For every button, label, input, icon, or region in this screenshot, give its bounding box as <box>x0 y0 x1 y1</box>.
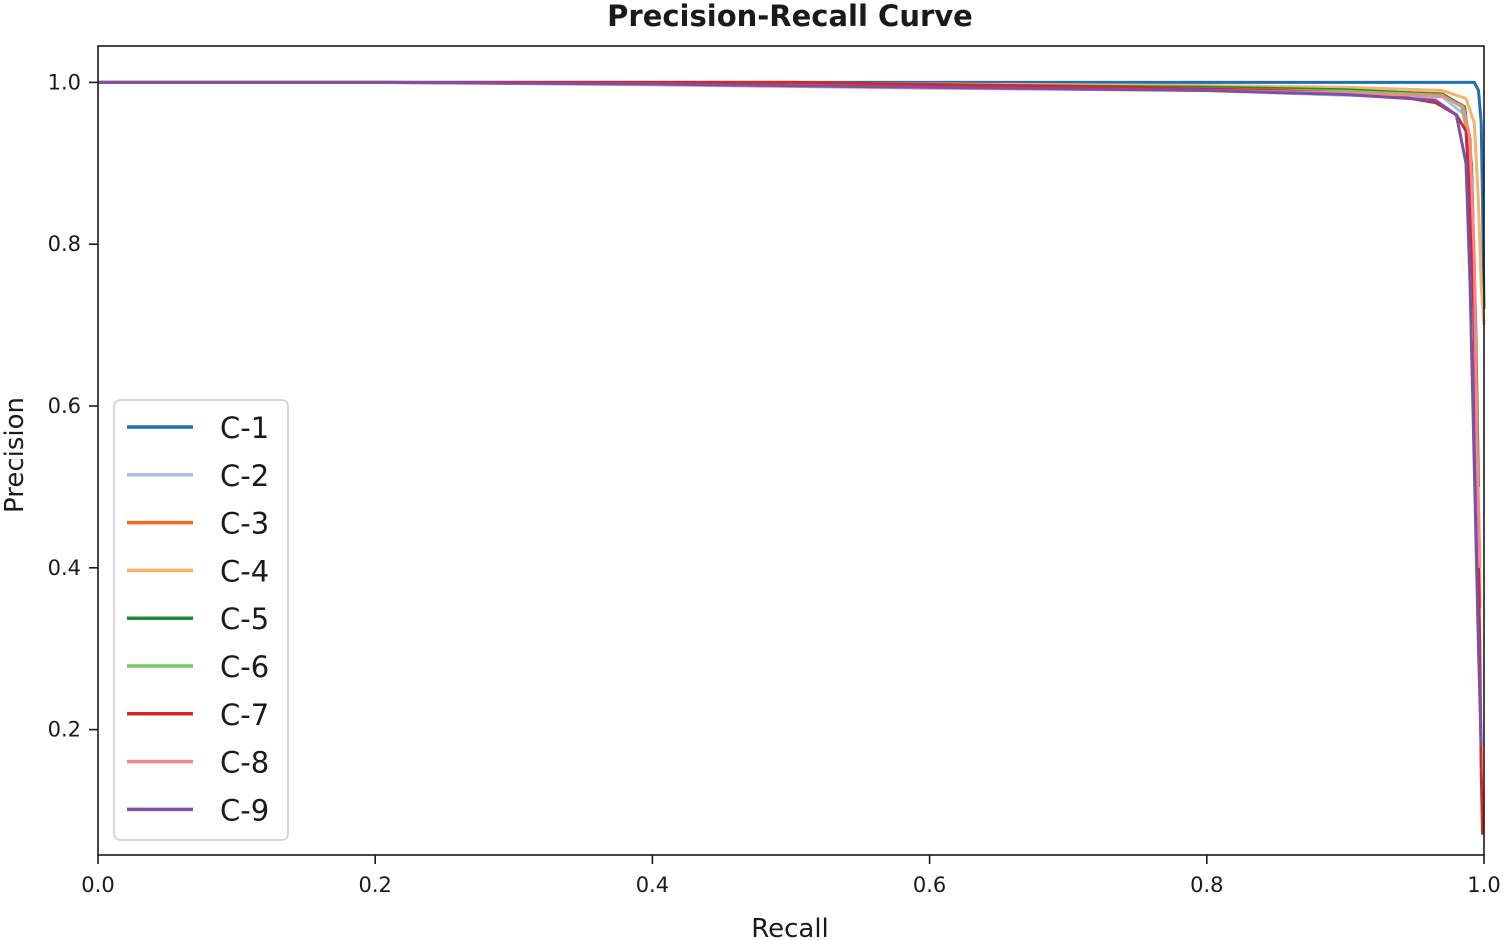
series-lines <box>98 80 1486 835</box>
x-axis-label: Recall <box>751 914 829 941</box>
x-tick-label: 0.2 <box>358 873 391 897</box>
legend-label-c-2: C-2 <box>220 459 269 493</box>
y-tick-label: 0.8 <box>48 232 81 256</box>
series-line-c-4 <box>98 80 1486 326</box>
legend-label-c-5: C-5 <box>220 602 269 636</box>
legend-label-c-1: C-1 <box>220 411 269 445</box>
x-tick-label: 0.4 <box>636 873 669 897</box>
series-line-c-1 <box>98 80 1486 309</box>
legend-label-c-9: C-9 <box>220 793 269 827</box>
legend-label-c-8: C-8 <box>220 746 269 780</box>
legend-label-c-4: C-4 <box>220 554 269 588</box>
legend-box <box>113 399 289 841</box>
chart-title: Precision-Recall Curve <box>607 0 973 33</box>
legend-label-c-3: C-3 <box>220 507 269 541</box>
series-line-c-5 <box>98 80 1480 487</box>
y-axis: 0.2 0.4 0.6 0.8 1.0 <box>48 70 98 742</box>
series-line-c-8 <box>98 80 1482 568</box>
x-tick-label: 0.6 <box>913 873 946 897</box>
legend-label-c-7: C-7 <box>220 698 269 732</box>
legend: C-1 C-2 C-3 C-4 C-5 C-6 C-7 C-8 C-9 <box>113 399 289 841</box>
x-tick-label: 0.8 <box>1190 873 1223 897</box>
y-tick-label: 1.0 <box>48 70 81 94</box>
plot-frame <box>97 45 1485 856</box>
x-tick-label: 0.0 <box>81 873 114 897</box>
series-line-c-3 <box>98 80 1482 609</box>
y-tick-label: 0.4 <box>48 556 81 580</box>
y-tick-label: 0.6 <box>48 394 81 418</box>
legend-label-c-6: C-6 <box>220 650 269 684</box>
y-axis-label: Precision <box>0 397 30 513</box>
x-axis: 0.0 0.2 0.4 0.6 0.8 1.0 <box>81 855 1501 897</box>
series-line-c-9 <box>98 80 1483 746</box>
x-tick-label: 1.0 <box>1467 873 1500 897</box>
series-line-c-6 <box>98 80 1482 568</box>
y-tick-label: 0.2 <box>48 718 81 742</box>
series-line-c-2 <box>98 80 1482 649</box>
series-line-c-7 <box>98 80 1485 835</box>
